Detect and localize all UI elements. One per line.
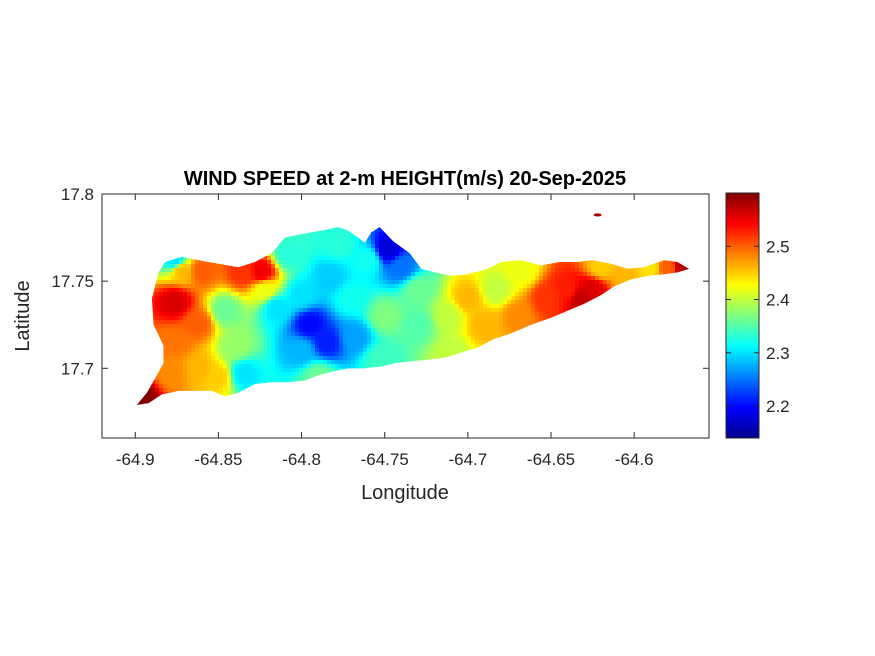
colorbar: 2.2 2.3 2.4 2.5 [725, 192, 790, 439]
colorbar-tick-label: 2.5 [766, 237, 790, 256]
x-tick-label: -64.85 [194, 450, 242, 469]
x-tick-label: -64.65 [527, 450, 575, 469]
x-tick-label: -64.9 [116, 450, 155, 469]
x-tick-label: -64.6 [615, 450, 654, 469]
plot-area: -64.9 -64.85 -64.8 -64.75 -64.7 -64.65 -64.6 1… [51, 185, 710, 469]
chart-title: WIND SPEED at 2-m HEIGHT(m/s) 20-Sep-202… [184, 168, 626, 190]
x-axis-ticks: -64.9 -64.85 -64.8 -64.75 -64.7 -64.65 -64.6 [116, 194, 654, 469]
x-tick-label: -64.7 [448, 450, 487, 469]
colorbar-tick-label: 2.4 [766, 291, 790, 310]
islet [593, 213, 602, 217]
colorbar-tick-label: 2.2 [766, 397, 790, 416]
colorbar-gradient [725, 192, 760, 439]
x-tick-label: -64.8 [282, 450, 321, 469]
colorbar-ticks: 2.2 2.3 2.4 2.5 [726, 237, 790, 416]
y-tick-label: 17.75 [51, 272, 94, 291]
x-tick-label: -64.75 [361, 450, 409, 469]
y-axis-ticks: 17.7 17.75 17.8 [51, 185, 709, 378]
y-tick-label: 17.7 [61, 359, 94, 378]
plot-frame [101, 193, 710, 439]
x-axis-label: Longitude [361, 482, 449, 504]
colorbar-tick-label: 2.3 [766, 344, 790, 363]
y-tick-label: 17.8 [61, 185, 94, 204]
y-axis-label: Latitude [12, 280, 34, 351]
